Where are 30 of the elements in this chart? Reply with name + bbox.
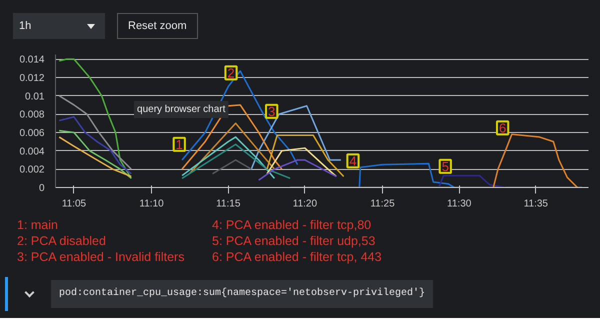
y-tick-label: 0.014 (19, 54, 45, 66)
text: 3: PCA enabled - Invalid filters (17, 249, 186, 265)
text: 1: main (17, 217, 59, 233)
annotation: 5 (442, 158, 449, 174)
y-tick-label: 0.004 (19, 146, 45, 158)
x-tick-label: 11:25 (370, 198, 396, 210)
x-tick-label: 11:20 (292, 198, 318, 210)
x-tick-label: 11:05 (62, 198, 87, 210)
y-tick-label: 0.01 (25, 91, 45, 102)
y-tick-label: 0 (38, 183, 45, 194)
x-tick-label: 11:35 (524, 198, 548, 210)
annotation: 4 (349, 153, 357, 168)
y-tick-label: 0.006 (19, 128, 45, 139)
x-tick-label: 11:10 (139, 198, 164, 210)
x-tick-label: 11:15 (216, 198, 241, 210)
annotation: query browser chart (137, 104, 226, 116)
text: Reset zoom (117, 13, 198, 39)
annotation: 2 (227, 65, 235, 80)
y-tick-label: 0.012 (19, 72, 45, 84)
text: 5: PCA enabled - filter udp,53 (212, 233, 376, 249)
annotation: 3 (268, 104, 276, 119)
annotation: 1 (176, 136, 183, 152)
text: 2: PCA disabled (17, 233, 107, 249)
x-tick-label: 11:30 (447, 198, 472, 210)
text: 4: PCA enabled - filter tcp,80 (212, 217, 372, 233)
text: 6: PCA enabled - filter tcp, 443 (212, 249, 382, 265)
y-tick-label: 0.008 (19, 110, 45, 121)
y-tick-label: 0.002 (19, 164, 45, 176)
annotation: 6 (498, 120, 506, 136)
text: 1h (13, 13, 105, 39)
